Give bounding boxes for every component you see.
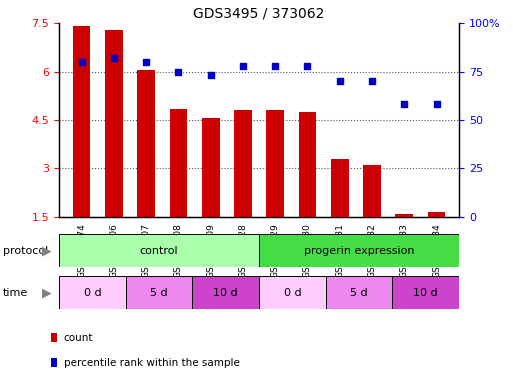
Bar (259, 234, 459, 267)
Point (239, 63, 247, 69)
Point (77, 59, 86, 65)
Text: control: control (140, 245, 179, 256)
Point (432, 101, 441, 108)
Text: 0 d: 0 d (84, 288, 101, 298)
Point (174, 68, 183, 74)
Bar (73, 26, 90, 217)
Bar (396, 214, 413, 217)
Text: 10 d: 10 d (413, 288, 438, 298)
Text: 10 d: 10 d (213, 288, 238, 298)
Bar (105, 30, 123, 217)
Text: percentile rank within the sample: percentile rank within the sample (64, 358, 240, 368)
Bar (326, 276, 392, 309)
Text: count: count (64, 333, 93, 343)
Point (303, 63, 311, 69)
Bar (331, 159, 349, 217)
Bar (266, 110, 284, 217)
Bar (234, 110, 252, 217)
Text: progerin expression: progerin expression (304, 245, 415, 256)
Bar (59, 234, 259, 267)
Text: 0 d: 0 d (284, 288, 301, 298)
Bar (202, 118, 220, 217)
Bar (299, 112, 317, 217)
Bar (192, 276, 259, 309)
Bar (392, 276, 459, 309)
Title: GDS3495 / 373062: GDS3495 / 373062 (193, 7, 325, 20)
Point (110, 55, 118, 61)
Text: 5 d: 5 d (350, 288, 368, 298)
Text: ▶: ▶ (43, 286, 52, 299)
Bar (59, 276, 126, 309)
Point (336, 78, 344, 84)
Bar (363, 165, 381, 217)
Point (400, 101, 408, 108)
Text: time: time (3, 288, 28, 298)
Text: protocol: protocol (3, 245, 48, 256)
Point (368, 78, 376, 84)
Bar (428, 212, 445, 217)
Point (271, 63, 279, 69)
Point (207, 72, 215, 78)
Bar (126, 276, 192, 309)
Bar (169, 109, 187, 217)
Bar (137, 70, 155, 217)
Text: 5 d: 5 d (150, 288, 168, 298)
Point (142, 59, 150, 65)
Bar (259, 276, 326, 309)
Text: ▶: ▶ (43, 244, 52, 257)
